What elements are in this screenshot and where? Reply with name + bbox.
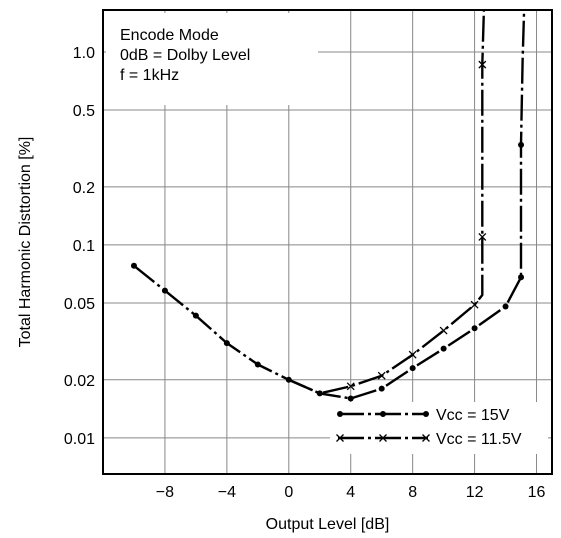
data-point (378, 385, 385, 392)
legend-marker (422, 434, 430, 442)
annotation-background (106, 13, 318, 105)
series-1 (288, 9, 487, 395)
legend-sample-vcc-11-5v (336, 434, 430, 442)
data-point (409, 365, 416, 372)
series-0 (130, 9, 526, 402)
legend-marker (336, 434, 344, 442)
annotation-line: f = 1kHz (120, 67, 179, 84)
plot-frame (102, 9, 553, 475)
data-point (518, 274, 525, 281)
legend-label-vcc-11-5v: Vcc = 11.5V (436, 431, 522, 448)
legend-background (330, 402, 548, 454)
y-tick-label: 0.5 (73, 103, 95, 120)
data-point (439, 326, 448, 335)
y-axis-title: Total Harmonic Disttortion [%] (17, 137, 34, 348)
data-point (471, 325, 478, 332)
legend-marker (423, 411, 429, 417)
series-layer (130, 9, 526, 402)
x-tick-labels: −8 −4 0 4 8 12 16 (156, 484, 546, 501)
data-point (478, 60, 487, 69)
legend-label-vcc-15v: Vcc = 15V (436, 407, 510, 424)
legend-sample-vcc-15v (337, 411, 429, 417)
data-point (502, 303, 509, 310)
data-point (478, 232, 487, 241)
x-tick-label: 16 (528, 484, 546, 501)
legend-marker (337, 411, 343, 417)
data-point (161, 287, 168, 294)
x-tick-label: 12 (466, 484, 484, 501)
data-point (223, 340, 230, 347)
data-point (347, 395, 354, 402)
annotation-line: Encode Mode (120, 27, 219, 44)
legend: Vcc = 15V Vcc = 11.5V (330, 402, 548, 454)
data-point (518, 141, 525, 148)
data-point (130, 262, 137, 269)
data-point (408, 350, 417, 359)
data-point (346, 382, 355, 391)
x-tick-label: 8 (408, 484, 417, 501)
y-tick-label: 0.1 (73, 238, 95, 255)
x-tick-label: −8 (156, 484, 174, 501)
series-line (288, 9, 486, 395)
data-point (254, 361, 261, 368)
x-tick-label: 4 (346, 484, 355, 501)
legend-marker (379, 434, 387, 442)
grid-lines (103, 10, 552, 474)
y-tick-labels: 0.01 0.02 0.05 0.1 0.2 0.5 1.0 (64, 45, 95, 448)
y-tick-label: 0.2 (73, 180, 95, 197)
y-tick-label: 0.01 (64, 431, 95, 448)
x-tick-label: 0 (284, 484, 293, 501)
legend-marker (380, 411, 386, 417)
annotation-text: Encode Mode 0dB = Dolby Level f = 1kHz (120, 27, 250, 84)
x-tick-label: −4 (218, 484, 236, 501)
data-point (470, 300, 479, 309)
y-tick-label: 0.05 (64, 296, 95, 313)
y-tick-label: 1.0 (73, 45, 95, 62)
data-point (377, 371, 386, 380)
x-axis-title: Output Level [dB] (266, 516, 390, 533)
y-tick-label: 0.02 (64, 373, 95, 390)
annotation-box (106, 13, 318, 105)
data-point (192, 312, 199, 319)
annotation-line: 0dB = Dolby Level (120, 47, 250, 64)
data-point (440, 345, 447, 352)
